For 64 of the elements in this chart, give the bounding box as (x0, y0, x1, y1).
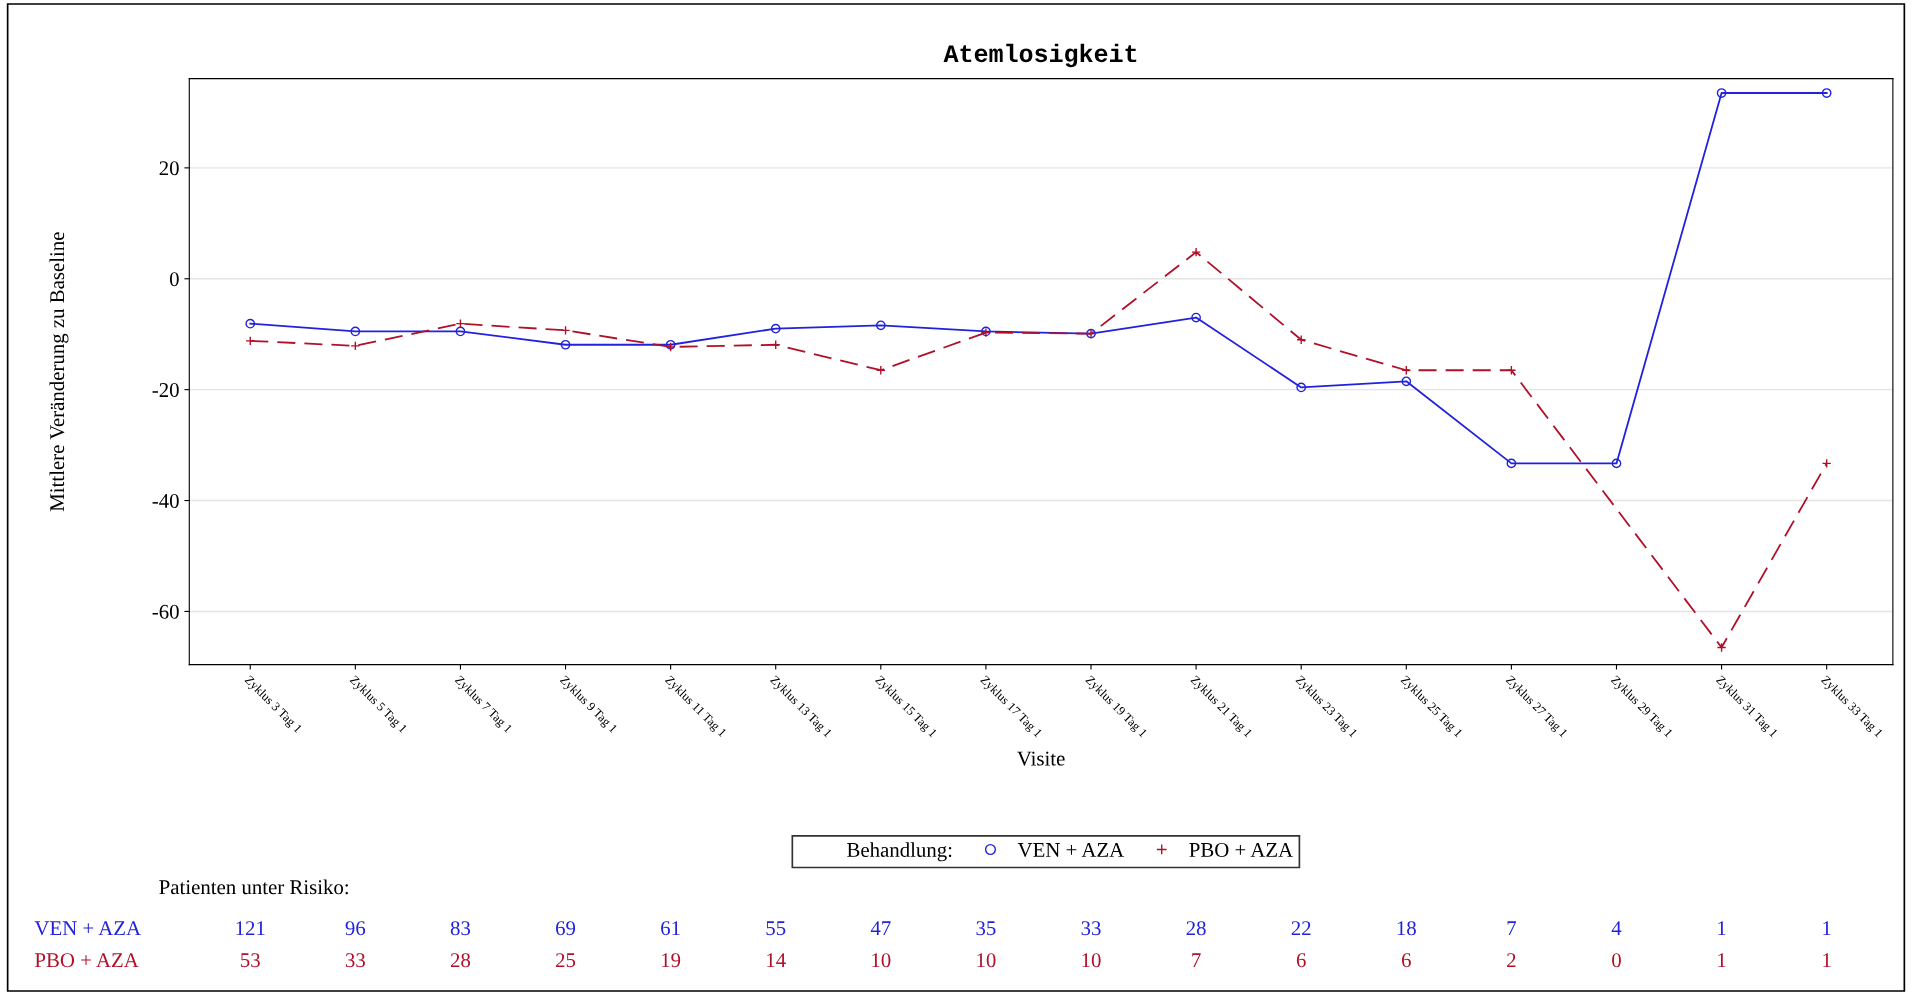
text: 61 (661, 921, 680, 936)
text: 10 (977, 953, 996, 968)
text: 7 (1192, 953, 1201, 968)
point (1191, 247, 1201, 258)
text: 35 (976, 921, 996, 936)
y-tick-label: -40 (152, 493, 179, 508)
text: Patienten unter Risiko: (159, 879, 348, 895)
text: 10 (872, 953, 891, 968)
point (1716, 88, 1727, 98)
text: 33 (1081, 921, 1101, 936)
point (770, 323, 781, 334)
y-tick-label: 20 (159, 161, 179, 176)
text: 14 (767, 953, 786, 968)
point (455, 326, 466, 337)
text: 18 (1397, 921, 1416, 936)
y-tick-label: 0 (169, 272, 179, 287)
text: 19 (662, 953, 681, 968)
y-axis-title: Mittlere Veränderung zu Baseline (49, 232, 69, 512)
point (1611, 458, 1622, 469)
point (1296, 334, 1307, 345)
text: 6 (1401, 953, 1411, 968)
text: 28 (450, 953, 471, 968)
text: 47 (870, 921, 891, 936)
text: 25 (556, 953, 576, 968)
text: 1 (1718, 921, 1726, 936)
text: 1 (1823, 953, 1831, 968)
text: 96 (345, 921, 366, 936)
point (875, 365, 886, 376)
y-tick-label: -60 (152, 604, 179, 619)
legend-label: PBO + AZA (1189, 842, 1293, 857)
text: 10 (1082, 953, 1101, 968)
text: 1 (1718, 953, 1726, 968)
point (245, 335, 256, 346)
text: 4 (1611, 921, 1622, 936)
text: 1 (1823, 921, 1831, 936)
legend-label: VEN + AZA (1017, 843, 1125, 858)
point (1296, 382, 1307, 393)
point (1401, 376, 1412, 387)
text: 83 (450, 921, 471, 936)
point (875, 320, 886, 331)
text: 28 (1186, 921, 1206, 936)
text: 7 (1507, 921, 1516, 936)
legend-title: Behandlung: (847, 842, 952, 862)
text: 69 (556, 921, 576, 936)
text: PBO + AZA (35, 953, 139, 968)
text: 53 (241, 953, 260, 968)
chart-title: Atemlosigkeit (943, 43, 1137, 68)
x-axis-title: Visite (1017, 751, 1065, 766)
point (350, 326, 361, 337)
text: 6 (1296, 953, 1306, 968)
point (1191, 312, 1201, 323)
point (560, 339, 571, 350)
point (350, 340, 361, 351)
text: 2 (1507, 953, 1516, 968)
text: 0 (1612, 953, 1621, 968)
text: 33 (345, 953, 365, 968)
text: VEN + AZA (34, 921, 141, 936)
point (1506, 458, 1517, 469)
text: 22 (1291, 921, 1311, 936)
y-tick-label: -20 (152, 383, 179, 398)
point (245, 318, 256, 329)
text: 55 (766, 921, 786, 936)
text: 121 (236, 921, 265, 936)
point (1821, 88, 1832, 98)
